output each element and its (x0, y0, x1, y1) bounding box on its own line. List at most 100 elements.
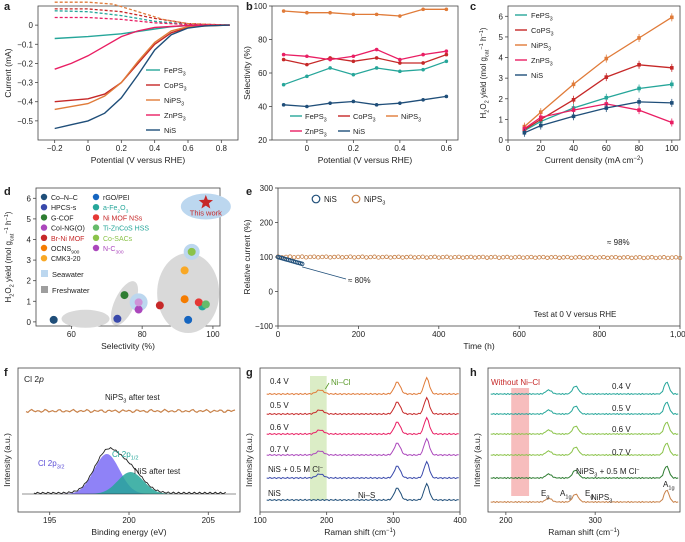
legend-label: N-C300 (103, 246, 124, 256)
line-NiPS3 (523, 16, 673, 128)
point-NiPS3 (488, 255, 494, 260)
point-NiS (328, 101, 332, 105)
point-NiPS3 (512, 255, 518, 260)
panel-c-ylabel-part: cat (485, 49, 491, 57)
line-FePS3 (283, 60, 447, 86)
panel-c-ylabel-part: O (479, 103, 488, 109)
point-NiPS3 (416, 254, 421, 260)
point-NiPS3 (460, 255, 466, 260)
legend-label-ZnPS3: ZnPS3 (305, 127, 327, 139)
panel-d-ylabel-part: 2 (10, 294, 16, 297)
point-ZnPS3 (398, 57, 402, 62)
panel-h-ylabel: Intensity (a.u.) (472, 433, 482, 487)
label-nips-cl: NiPS3 + 0.5 M Cl− (576, 467, 640, 479)
panel-e-ytick-label: 100 (260, 253, 274, 262)
nips-after-label-part: after test (126, 393, 160, 402)
point-NiPS3 (529, 254, 534, 260)
label-eg2: Eg (585, 489, 593, 501)
point-NiPS3 (641, 255, 647, 261)
point-NiPS3 (561, 255, 566, 260)
legend-marker (92, 214, 100, 221)
legend-label-ZnPS3-part: 3 (550, 62, 553, 68)
label-cl2p12: Cl 2p1/2 (112, 450, 138, 462)
legend-label-FePS3-part: FePS (531, 11, 550, 20)
point-NiPS3 (637, 255, 642, 260)
point-NiPS3 (428, 254, 433, 260)
point-NiPS3 (311, 254, 317, 259)
panel-c-xtick-label: 0 (506, 144, 511, 153)
point-NiPS3 (307, 254, 313, 260)
point-NiPS3 (299, 254, 305, 259)
line-FePS3 (524, 83, 672, 132)
panel-d-frame (35, 187, 221, 327)
line-ZnPS3 (524, 103, 673, 130)
panel-d-ytick-label: 1 (27, 297, 32, 306)
panel-b-ytick-label: 40 (258, 103, 267, 112)
legend-label-part: OCNS (51, 246, 72, 253)
point-NiPS3 (657, 255, 663, 260)
label-ag2-part: A (663, 480, 669, 489)
point-Ti-ZnCoS HSS (201, 300, 210, 309)
point-NiPS3 (281, 9, 286, 13)
point-ZnPS3 (305, 54, 309, 59)
freshwater-region (157, 253, 220, 334)
legend-label-NiPS3-part: 3 (181, 102, 184, 108)
panel-d-xtick-label: 80 (138, 330, 147, 339)
cl2p-title-part: p (38, 374, 44, 384)
label-eg-part: E (541, 489, 546, 498)
point-NiPS3 (565, 254, 570, 260)
panel-e-xtick-label: 200 (352, 330, 366, 339)
label-06V: 0.6 V (270, 423, 289, 432)
point-NiPS3 (384, 254, 389, 259)
legend-label-part: 300 (115, 250, 123, 256)
panel-c-ylabel: H2O2 yield (mol gcat−1 h−1) (479, 27, 491, 118)
panel-g-frame (259, 367, 461, 513)
this-work-label: This work (190, 208, 222, 217)
label-ag2-part: 1g (668, 486, 674, 492)
panel-d-xtick-label: 100 (206, 330, 220, 339)
panel-c-ylabel-part: H (479, 112, 488, 118)
raman-curve (490, 489, 679, 504)
panel-e-xtick-label: 600 (513, 330, 527, 339)
point-N-C300 (134, 298, 143, 307)
legend-freshwater-swatch (41, 286, 48, 293)
panel-h-xtick-label: 200 (499, 516, 513, 525)
panel-f-xlabel: Binding energy (eV) (91, 527, 166, 537)
point-FePS3 (374, 66, 379, 70)
panel-a-xtick-label: 0.2 (116, 144, 128, 153)
xps-curve-NiPS3 (25, 408, 236, 414)
panel-g-xtick-label: 100 (253, 516, 267, 525)
legend-label: Ni MOF NSs (103, 215, 143, 222)
legend-label-FePS3-part: 3 (183, 72, 186, 78)
point-NiPS3 (613, 254, 618, 260)
legend-label: Ti-ZnCoS HSS (103, 226, 149, 233)
line-NiPS3 (283, 8, 447, 17)
label-nis-cl-part: − (320, 465, 323, 471)
legend-seawater-label: Seawater (52, 270, 84, 279)
point-NiPS3 (661, 255, 667, 260)
panel-c-xtick-label: 100 (665, 144, 679, 153)
panel-c-xlabel-part: ) (640, 155, 643, 165)
panel-d-ylabel-part: h (4, 221, 13, 228)
legend-marker (92, 224, 100, 231)
point-G-COF (120, 291, 129, 300)
legend-label: Co–N–C (51, 195, 78, 202)
point-CoPS3 (444, 52, 449, 57)
point-NiPS3 (581, 255, 586, 261)
point-FePS3 (328, 66, 332, 70)
point-NiPS3 (597, 255, 602, 260)
raman-curve (266, 482, 459, 502)
point-CoPS3 (305, 62, 309, 67)
panel-c-ytick-label: 6 (499, 12, 504, 21)
point-NiPS3 (452, 255, 458, 260)
ni-cl-band (310, 376, 327, 500)
point-NiPS3 (653, 255, 659, 261)
point-NiPS3 (396, 254, 401, 259)
panel-b: b 0 0.2 0.4 0.6 20 40 60 80 100 Potential (V versu… (242, 1, 459, 165)
point-NiPS3 (340, 255, 345, 260)
nips-after-label: NiPS3 after test (105, 393, 160, 405)
point-NiPS3 (336, 254, 341, 259)
panel-d-ylabel-part: 2 (10, 284, 16, 287)
point-NiPS3 (400, 255, 405, 260)
point-NiPS3 (605, 255, 610, 261)
